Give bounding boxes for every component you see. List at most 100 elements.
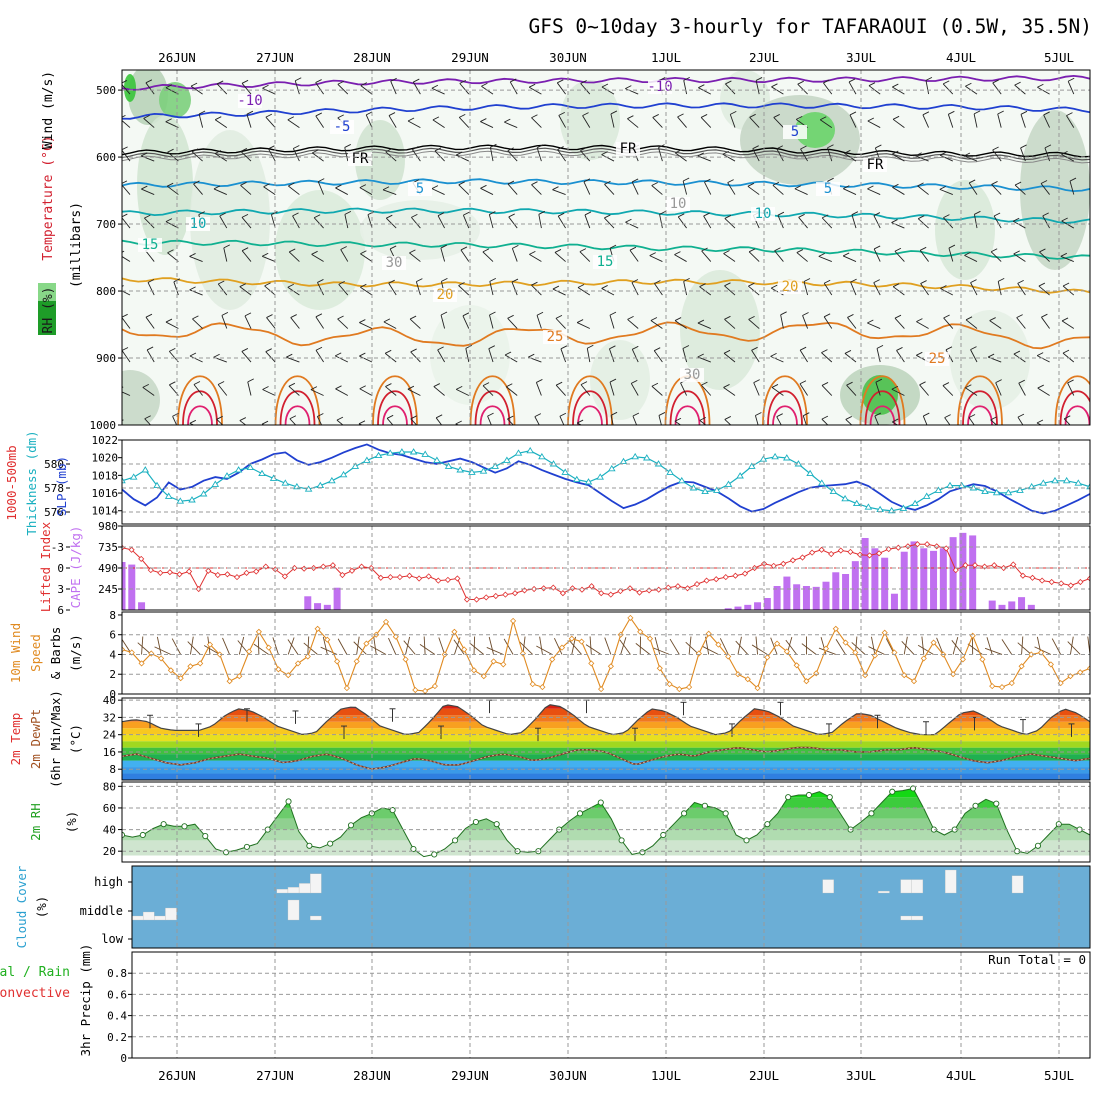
wind-barb: [191, 151, 203, 162]
wind-barb: [991, 184, 1002, 195]
wind-barb-10m: [353, 641, 367, 655]
thickness-point: [561, 468, 569, 475]
wind-barb-10m: [785, 639, 798, 655]
lifted-index-point: [502, 591, 509, 598]
wind-barb-10m: [373, 636, 377, 655]
wind-barb: [873, 279, 880, 284]
wind-barb: [608, 348, 615, 363]
wind-barb: [848, 78, 856, 83]
lifted-index-point: [1010, 561, 1017, 568]
wind-barb: [122, 146, 128, 151]
lifted-index-point: [1077, 578, 1084, 586]
thickness-point: [456, 466, 464, 473]
wind-speed-point: [969, 632, 976, 639]
surface-temp-contour: [762, 375, 808, 425]
wind-barb: [770, 355, 784, 363]
upper-air-panel: -10 -10 -5 5 FR FR FR 5 5 10 10 15 15 20 20 25 25 30 30 10: [122, 70, 1090, 425]
wind-barb: [536, 379, 543, 383]
lifted-index-point: [339, 571, 346, 579]
wind-barb: [383, 321, 397, 329]
rh-point: [889, 788, 896, 795]
wind-barb: [774, 250, 784, 262]
lifted-index-point: [511, 590, 519, 597]
wind-barb: [723, 387, 736, 396]
wind-barb: [771, 284, 778, 289]
wind-barb: [504, 354, 518, 363]
tick-label: 40: [103, 694, 116, 707]
wind-barb: [165, 318, 173, 323]
wind-barb: [141, 185, 148, 190]
wind-barb-10m: [337, 638, 348, 655]
wind-barb-10m: [469, 642, 485, 655]
wind-barb: [506, 383, 513, 388]
lifted-index-point: [847, 548, 854, 555]
axis-title: Lifted Index: [38, 521, 53, 612]
wind-barb: [312, 149, 319, 154]
wind-barb: [459, 113, 466, 118]
rh-shading-blob: [1020, 110, 1090, 270]
wind-barb: [963, 152, 971, 157]
temp-band: [122, 708, 1090, 716]
wind-barb: [440, 244, 448, 249]
wind-barb: [460, 246, 468, 251]
wind-barb: [407, 385, 415, 390]
wind-barb-10m: [589, 636, 592, 655]
wind-barb: [144, 214, 151, 219]
wind-barb: [412, 149, 421, 162]
wind-barb: [1036, 352, 1044, 356]
wind-speed-point: [510, 617, 517, 624]
wind-barb: [215, 116, 222, 121]
wind-barb: [1036, 422, 1043, 425]
wind-barb: [823, 283, 833, 296]
wind-barb: [145, 316, 155, 329]
thickness-point: [1062, 476, 1071, 484]
wind-barb: [264, 285, 276, 296]
wind-barb: [601, 151, 608, 156]
wind-barb: [918, 215, 925, 220]
wind-barb: [560, 348, 567, 363]
wind-barb: [873, 212, 881, 216]
wind-barb: [580, 83, 591, 95]
tick-label: 500: [96, 84, 116, 97]
wind-barb: [1041, 316, 1050, 329]
cape-bar: [802, 586, 810, 610]
wind-barb: [122, 313, 128, 318]
rh-point: [181, 823, 188, 830]
wind-barb: [122, 250, 125, 253]
thickness-point: [596, 473, 604, 480]
wind-barb: [556, 82, 566, 95]
wind-barb: [674, 251, 681, 255]
wind-barb: [973, 113, 978, 128]
wind-barb: [219, 212, 226, 217]
wind-speed-point: [1047, 661, 1054, 668]
wind-barb: [943, 214, 950, 219]
wind-barb: [944, 414, 951, 419]
wind-speed-point: [568, 635, 575, 642]
wind-barb: [843, 188, 857, 195]
wind-barb: [851, 211, 859, 216]
rh-band: [122, 788, 1090, 798]
thickness-point: [678, 476, 686, 484]
cape-bar: [754, 602, 762, 610]
thickness-point: [643, 454, 651, 461]
wind-barb: [189, 352, 197, 357]
wind-barb: [165, 218, 173, 223]
wind-barb: [797, 80, 804, 85]
wind-barb: [264, 282, 271, 287]
wind-barb: [216, 415, 223, 420]
wind-barb: [974, 210, 981, 215]
lifted-index-point: [722, 574, 729, 581]
wind-barb: [842, 255, 857, 262]
lifted-index-point: [828, 550, 835, 558]
cloud-cover-cell: [911, 915, 924, 921]
rh-shading-blob: [275, 190, 365, 310]
thickness-point: [444, 462, 453, 469]
date-label-bottom: 27JUN: [256, 1068, 294, 1083]
wind-barb: [799, 349, 808, 363]
rh2m-panel: [122, 785, 1090, 858]
wind-barb: [875, 378, 883, 383]
wind-barb-10m: [322, 636, 328, 655]
wind-barb: [190, 82, 198, 87]
wind-barb: [189, 419, 197, 424]
surface-temp-contour: [674, 405, 701, 425]
